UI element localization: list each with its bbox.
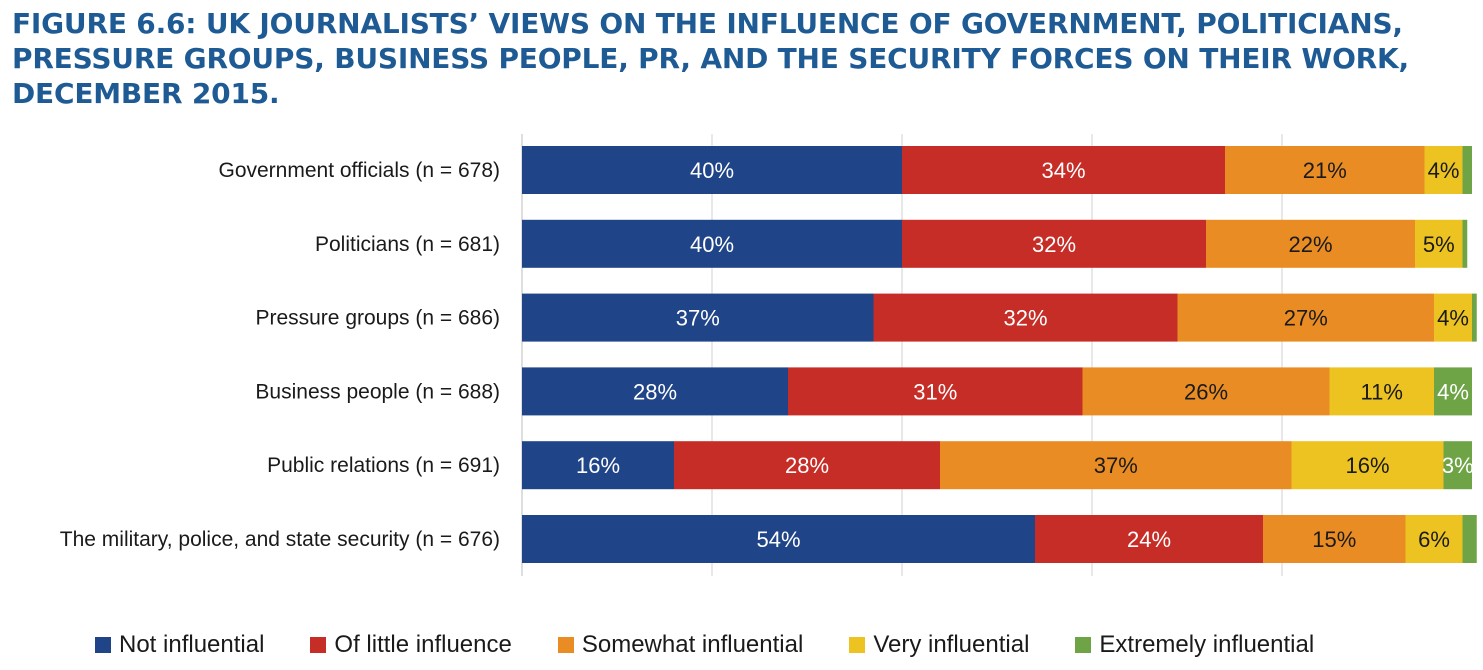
bar-segment [788, 367, 1083, 416]
bar-segment [1206, 219, 1415, 268]
bar-segment [522, 146, 902, 194]
bar-segment [1329, 367, 1434, 416]
bar-segment [1225, 146, 1425, 194]
bar-segment [873, 293, 1178, 342]
bar-segment [1424, 146, 1463, 194]
data-label: 4% [1437, 306, 1469, 331]
data-label: 40% [690, 158, 734, 183]
bar-segment [1462, 515, 1477, 563]
data-label: 6% [1418, 527, 1450, 552]
bar-segment [1177, 293, 1434, 342]
legend-label: Of little influence [334, 631, 512, 658]
stacked-bar-chart: Government officials (n = 678) 40% 34% 21% 4… [60, 134, 1477, 576]
legend-label: Very influential [873, 631, 1030, 658]
legend-item: Somewhat influential [557, 631, 804, 659]
legend-item: Extremely influential [1075, 631, 1314, 659]
bar-segment [940, 441, 1292, 490]
bar-segment [1415, 219, 1463, 268]
data-label: 16% [576, 453, 620, 478]
legend-swatch [557, 637, 574, 653]
legend-item: Not influential [95, 631, 264, 659]
bar-segment [522, 367, 788, 416]
data-label: 40% [690, 232, 734, 257]
data-label: 24% [1127, 527, 1171, 552]
legend-swatch [310, 637, 327, 653]
data-label: 3% [1442, 453, 1474, 478]
data-label: 11% [1361, 379, 1403, 404]
data-label: 22% [1288, 232, 1332, 257]
bar-segment [1462, 146, 1472, 194]
category-label: Business people (n = 688) [255, 380, 500, 403]
bar-segment [522, 441, 674, 490]
data-label: 21% [1303, 158, 1347, 183]
data-label: 16% [1345, 453, 1389, 478]
category-label: Public relations (n = 691) [267, 454, 500, 477]
legend-item: Very influential [849, 631, 1029, 659]
bar-segment [522, 293, 874, 342]
data-label: 4% [1437, 379, 1469, 404]
data-label: 5% [1423, 232, 1455, 257]
legend-swatch [95, 637, 111, 653]
bar-segment [1462, 219, 1468, 268]
bar-segment [902, 219, 1206, 268]
data-label: 26% [1184, 379, 1228, 404]
bar-segment [1035, 515, 1263, 563]
bar-segment [1472, 293, 1477, 342]
legend-item: Of little influence [310, 631, 512, 659]
data-label: 31% [913, 379, 957, 404]
chart-legend: Not influential Of little influence Somewh… [95, 630, 1314, 660]
bar-segment [522, 515, 1035, 563]
bar-segment [1263, 515, 1406, 563]
data-label: 4% [1428, 158, 1460, 183]
data-label: 27% [1284, 306, 1328, 331]
legend-label: Not influential [119, 631, 265, 658]
data-label: 32% [1003, 306, 1047, 331]
bar-segment [1082, 367, 1330, 416]
bar-segment [1434, 293, 1472, 342]
data-label: 28% [633, 379, 677, 404]
data-label: 37% [676, 306, 720, 331]
legend-swatch [849, 637, 866, 653]
bar-segment [674, 441, 940, 490]
category-label: Government officials (n = 678) [218, 159, 500, 182]
chart-title: FIGURE 6.6: UK JOURNALISTS’ VIEWS ON THE… [12, 7, 1409, 110]
data-label: 54% [756, 527, 800, 552]
legend-swatch [1075, 637, 1092, 653]
bar-segment [1443, 441, 1472, 490]
legend-label: Extremely influential [1099, 631, 1315, 658]
bar-segment [902, 146, 1225, 194]
bar-segment [1291, 441, 1444, 490]
data-label: 28% [785, 453, 829, 478]
bar-segment [522, 219, 902, 268]
data-label: 34% [1041, 158, 1085, 183]
data-label: 37% [1094, 453, 1138, 478]
legend-label: Somewhat influential [581, 631, 804, 658]
category-label: Politicians (n = 681) [315, 233, 500, 256]
bar-segment [1405, 515, 1463, 563]
data-label: 15% [1312, 527, 1356, 552]
category-label: Pressure groups (n = 686) [255, 307, 500, 330]
category-label: The military, police, and state security… [60, 528, 500, 551]
bar-segment [1434, 367, 1472, 416]
data-label: 32% [1032, 232, 1076, 257]
